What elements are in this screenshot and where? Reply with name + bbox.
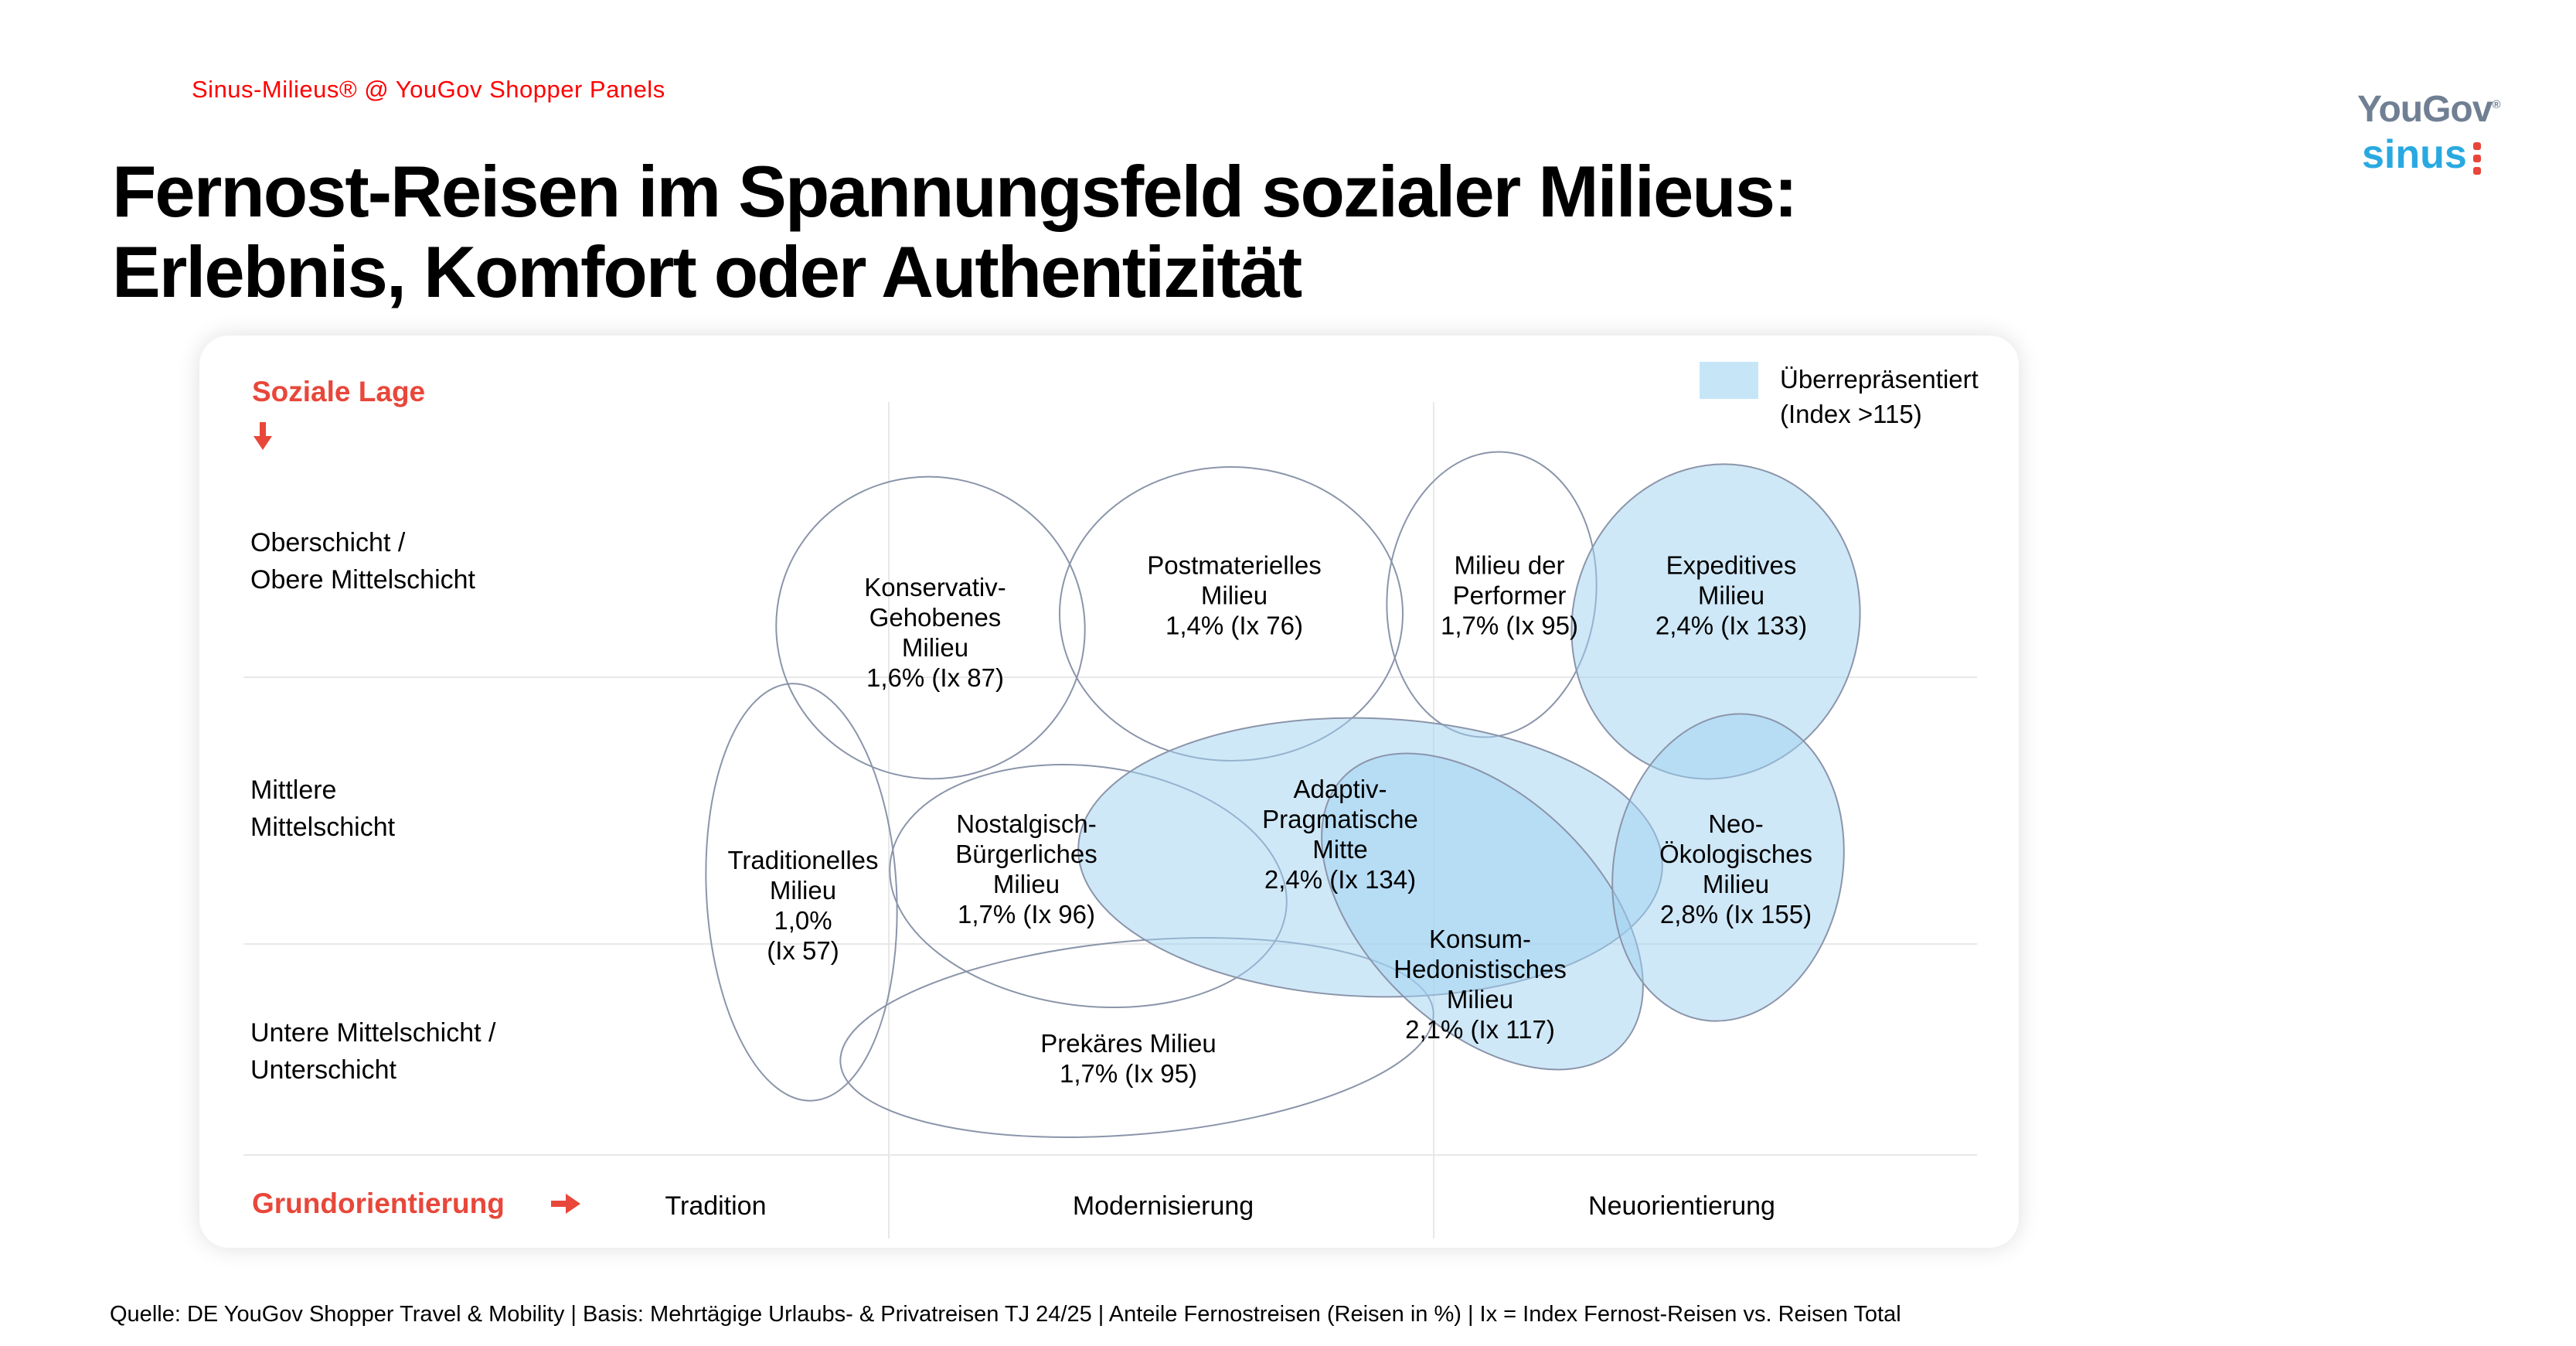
milieu-label-line: 2,8% (Ix 155) [1659, 900, 1812, 929]
legend-label-line2: (Index >115) [1780, 400, 1922, 428]
milieu-label-line: 1,0% [774, 906, 832, 935]
x-axis-label-neuorientierung: Neuorientierung [1588, 1191, 1775, 1221]
y-axis-label-line: Mittelschicht [250, 813, 396, 842]
legend-label: Überrepräsentiert (Index >115) [1780, 362, 1979, 431]
sinus-dot [2472, 167, 2481, 175]
milieu-ellipse-traditionelles [705, 683, 898, 1102]
registered-mark-icon: ® [2492, 98, 2500, 111]
milieu-label-line: 2,4% (Ix 134) [1264, 865, 1417, 894]
milieu-label-line: Nostalgisch- [956, 809, 1097, 838]
legend: Überrepräsentiert (Index >115) [1700, 362, 1979, 431]
milieu-label-line: Postmaterielles [1147, 550, 1322, 580]
sinus-dot [2472, 142, 2481, 150]
milieu-label-line: Konservativ- [864, 573, 1006, 601]
milieu-label-line: 1,7% (Ix 95) [1441, 611, 1578, 640]
y-axis-label-line: Obere Mittelschicht [250, 565, 475, 595]
milieu-ellipse-konsum-hedonistisches [1321, 752, 1644, 1071]
milieu-label-line: (Ix 57) [767, 936, 839, 965]
milieu-label-prekaeres: Prekäres Milieu 1,7% (Ix 95) [1040, 1028, 1216, 1089]
y-axis-label-line: Untere Mittelschicht / [250, 1018, 496, 1048]
milieu-label-milieu-der-performer: Milieu der Performer 1,7% (Ix 95) [1441, 550, 1578, 641]
milieu-ellipse-konservativ-gehobenes [775, 475, 1086, 780]
milieu-label-line: Ökologisches [1659, 840, 1813, 868]
milieu-label-line: Mitte [1312, 835, 1368, 864]
milieu-label-nostalgisch-buergerliches: Nostalgisch- Bürgerliches Milieu 1,7% (Ix 9… [955, 809, 1097, 929]
milieu-chart-panel: Soziale Lage Oberschicht / Obere Mittelsc… [199, 336, 2019, 1248]
milieu-label-line: Traditionelles [727, 846, 879, 874]
eyebrow-label: Sinus-Milieus® @ YouGov Shopper Panels [192, 76, 665, 103]
x-axis-label-modernisierung: Modernisierung [1072, 1191, 1254, 1221]
y-axis-label-2: Untere Mittelschicht / Unterschicht [250, 1014, 495, 1089]
milieu-label-line: Hedonistisches [1393, 955, 1567, 983]
milieu-label-line: Neo- [1708, 809, 1764, 838]
milieu-label-line: 2,4% (Ix 133) [1655, 611, 1808, 640]
brand-logos: YouGov® sinus [2357, 87, 2501, 175]
milieu-label-line: 1,7% (Ix 96) [958, 900, 1095, 929]
milieu-label-line: 1,7% (Ix 95) [1060, 1059, 1197, 1088]
milieu-label-line: Milieu [1446, 985, 1514, 1014]
milieu-label-line: Performer [1452, 581, 1567, 610]
page-title-line1: Fernost-Reisen im Spannungsfeld sozialer… [112, 151, 1798, 232]
legend-swatch [1700, 362, 1758, 399]
down-arrow-icon [254, 422, 272, 450]
right-arrow-icon [551, 1194, 580, 1214]
milieu-label-line: Konsum- [1428, 925, 1532, 953]
page-title: Fernost-Reisen im Spannungsfeld sozialer… [112, 151, 1798, 312]
milieu-label-line: Milieu [1697, 581, 1765, 610]
milieu-label-line: Milieu [1200, 581, 1268, 610]
milieu-label-line: Adaptiv- [1293, 775, 1387, 803]
milieu-label-line: Milieu [901, 633, 969, 662]
milieu-label-konservativ-gehobenes: Konservativ- Gehobenes Milieu 1,6% (Ix 87) [864, 572, 1006, 693]
milieu-label-konsum-hedonistisches: Konsum- Hedonistisches Milieu 2,1% (Ix 117) [1393, 924, 1567, 1044]
milieu-label-line: Pragmatische [1262, 805, 1418, 833]
milieu-label-line: 2,1% (Ix 117) [1405, 1015, 1555, 1044]
milieu-label-line: Expeditives [1666, 550, 1797, 580]
milieu-label-line: 1,6% (Ix 87) [866, 663, 1004, 692]
milieu-label-neo-oekologisches: Neo- Ökologisches Milieu 2,8% (Ix 155) [1659, 809, 1812, 929]
milieu-chart-canvas [243, 402, 1977, 1239]
yougov-logo-text: YouGov [2357, 89, 2493, 130]
milieu-ellipses [705, 451, 1861, 1138]
x-axis-title: Grundorientierung [252, 1188, 505, 1219]
y-axis-label-0: Oberschicht / Obere Mittelschicht [250, 524, 475, 598]
y-axis-label-line: Mittlere [250, 775, 337, 805]
milieu-label-line: Bürgerliches [955, 840, 1097, 868]
legend-label-line1: Überrepräsentiert [1780, 365, 1979, 394]
milieu-label-line: Milieu der [1454, 550, 1565, 580]
milieu-label-line: Milieu [992, 870, 1060, 898]
y-axis-title: Soziale Lage [252, 376, 426, 407]
sinus-colon-dots-icon [2472, 142, 2481, 175]
page-title-line2: Erlebnis, Komfort oder Authentizität [112, 231, 1302, 312]
y-axis-label-line: Unterschicht [250, 1055, 396, 1085]
x-axis-label-tradition: Tradition [665, 1191, 767, 1221]
y-axis-label-line: Oberschicht / [250, 528, 406, 557]
milieu-label-line: Gehobenes [869, 603, 1002, 632]
milieu-label-line: Milieu [1702, 870, 1770, 898]
milieu-ellipse-neo-oekologisches [1611, 713, 1845, 1022]
sinus-dot [2472, 155, 2481, 162]
source-note: Quelle: DE YouGov Shopper Travel & Mobil… [110, 1302, 1901, 1327]
sinus-logo-text: sinus [2362, 132, 2467, 177]
milieu-label-line: Milieu [769, 876, 837, 905]
yougov-logo: YouGov® [2357, 87, 2501, 130]
milieu-label-line: 1,4% (Ix 76) [1165, 611, 1303, 640]
milieu-label-expeditives: Expeditives Milieu 2,4% (Ix 133) [1656, 550, 1807, 641]
y-axis-label-1: Mittlere Mittelschicht [250, 772, 395, 846]
milieu-label-adaptiv-pragmatische-mitte: Adaptiv- Pragmatische Mitte 2,4% (Ix 134) [1262, 774, 1418, 894]
milieu-label-line: Prekäres Milieu [1040, 1029, 1217, 1058]
milieu-label-traditionelles: Traditionelles Milieu 1,0% (Ix 57) [727, 845, 878, 966]
sinus-logo: sinus [2362, 135, 2500, 175]
milieu-label-postmaterielles: Postmaterielles Milieu 1,4% (Ix 76) [1147, 550, 1322, 641]
